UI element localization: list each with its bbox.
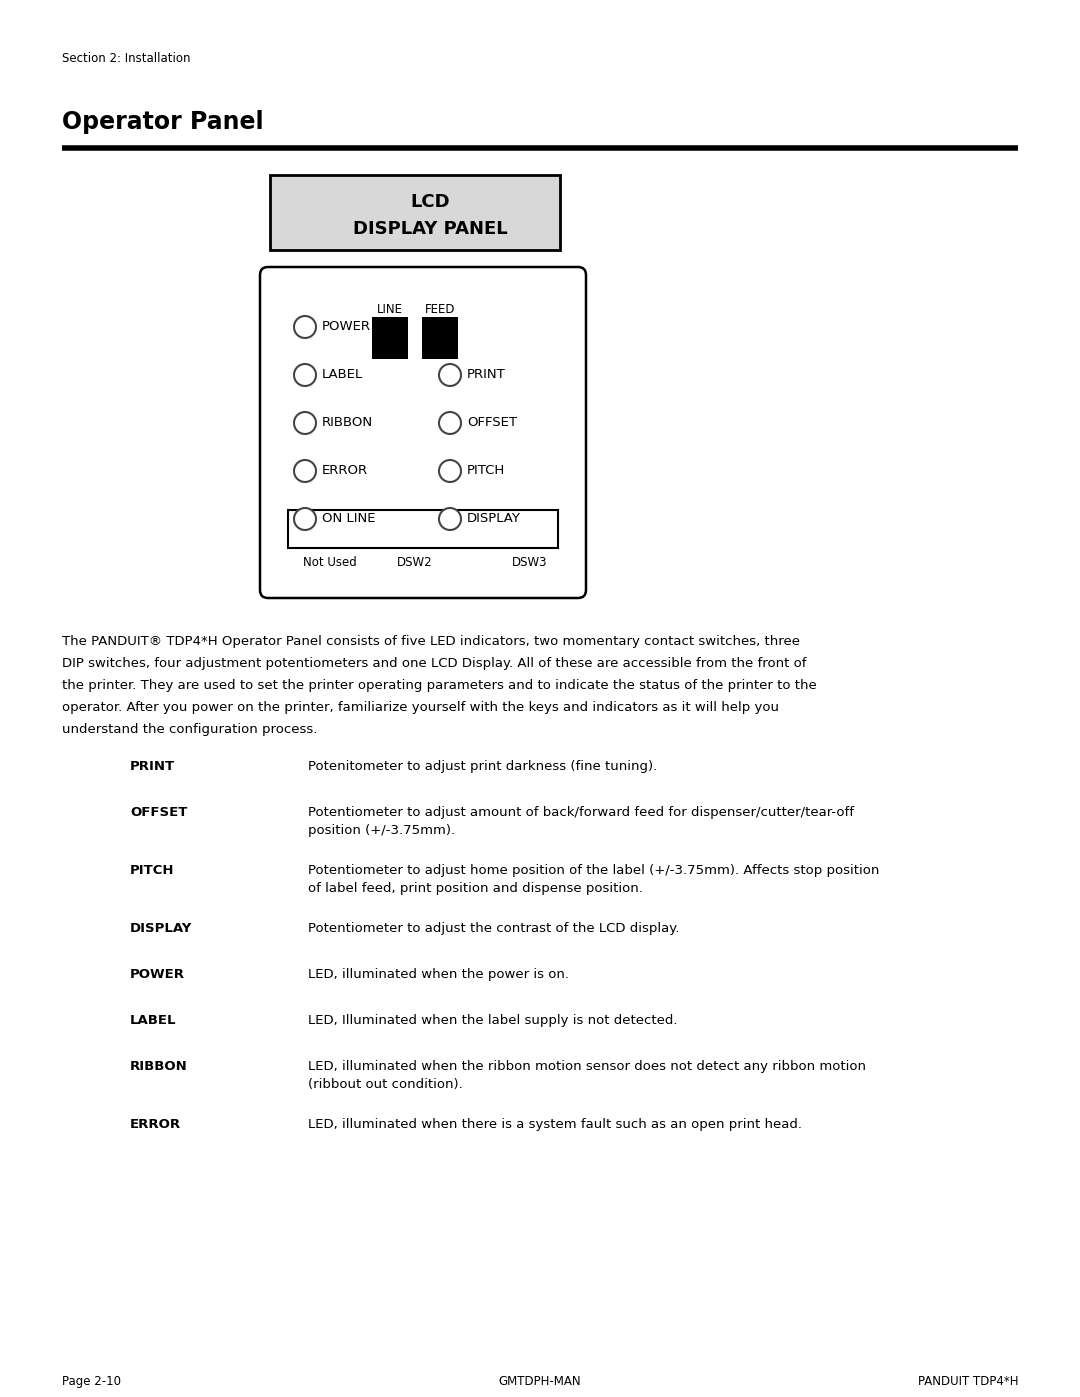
Text: GMTDPH-MAN: GMTDPH-MAN xyxy=(499,1375,581,1389)
Text: ERROR: ERROR xyxy=(130,1118,181,1132)
Text: the printer. They are used to set the printer operating parameters and to indica: the printer. They are used to set the pr… xyxy=(62,679,816,692)
Circle shape xyxy=(294,365,316,386)
Text: DISPLAY PANEL: DISPLAY PANEL xyxy=(353,219,508,237)
Circle shape xyxy=(438,365,461,386)
Text: PRINT: PRINT xyxy=(467,369,505,381)
Text: LCD: LCD xyxy=(410,193,449,211)
Text: DIP switches, four adjustment potentiometers and one LCD Display. All of these a: DIP switches, four adjustment potentiome… xyxy=(62,657,807,671)
Circle shape xyxy=(294,509,316,529)
Text: LED, illuminated when there is a system fault such as an open print head.: LED, illuminated when there is a system … xyxy=(308,1118,802,1132)
Text: LINE: LINE xyxy=(377,303,403,316)
Text: Operator Panel: Operator Panel xyxy=(62,110,264,134)
Text: LABEL: LABEL xyxy=(130,1014,176,1027)
Text: LABEL: LABEL xyxy=(322,369,363,381)
Circle shape xyxy=(438,460,461,482)
Text: RIBBON: RIBBON xyxy=(322,416,373,429)
Text: understand the configuration process.: understand the configuration process. xyxy=(62,724,318,736)
Text: Potenitometer to adjust print darkness (fine tuning).: Potenitometer to adjust print darkness (… xyxy=(308,760,658,773)
Text: LED, illuminated when the ribbon motion sensor does not detect any ribbon motion: LED, illuminated when the ribbon motion … xyxy=(308,1060,866,1073)
Circle shape xyxy=(438,509,461,529)
Text: Potentiometer to adjust home position of the label (+/-3.75mm). Affects stop pos: Potentiometer to adjust home position of… xyxy=(308,863,879,877)
Text: Section 2: Installation: Section 2: Installation xyxy=(62,52,190,66)
Text: PANDUIT TDP4*H: PANDUIT TDP4*H xyxy=(918,1375,1018,1389)
Text: FEED: FEED xyxy=(424,303,456,316)
Circle shape xyxy=(294,412,316,434)
Text: OFFSET: OFFSET xyxy=(467,416,517,429)
Text: RIBBON: RIBBON xyxy=(130,1060,188,1073)
Text: POWER: POWER xyxy=(130,968,185,981)
Text: DSW3: DSW3 xyxy=(512,556,548,569)
Text: The PANDUIT® TDP4*H Operator Panel consists of five LED indicators, two momentar: The PANDUIT® TDP4*H Operator Panel consi… xyxy=(62,636,800,648)
Text: ON LINE: ON LINE xyxy=(322,513,376,525)
Text: DSW2: DSW2 xyxy=(397,556,433,569)
Text: (ribbout out condition).: (ribbout out condition). xyxy=(308,1078,462,1091)
Text: LED, illuminated when the power is on.: LED, illuminated when the power is on. xyxy=(308,968,569,981)
Text: Potentiometer to adjust amount of back/forward feed for dispenser/cutter/tear-of: Potentiometer to adjust amount of back/f… xyxy=(308,806,854,819)
Bar xyxy=(372,317,408,359)
Text: Not Used: Not Used xyxy=(303,556,356,569)
Text: of label feed, print position and dispense position.: of label feed, print position and dispen… xyxy=(308,882,643,895)
Text: DISPLAY: DISPLAY xyxy=(130,922,192,935)
Text: ERROR: ERROR xyxy=(322,464,368,478)
Text: operator. After you power on the printer, familiarize yourself with the keys and: operator. After you power on the printer… xyxy=(62,701,779,714)
Text: DISPLAY: DISPLAY xyxy=(467,513,521,525)
Text: LED, Illuminated when the label supply is not detected.: LED, Illuminated when the label supply i… xyxy=(308,1014,677,1027)
Text: OFFSET: OFFSET xyxy=(130,806,187,819)
Bar xyxy=(422,317,458,359)
Circle shape xyxy=(294,316,316,338)
FancyBboxPatch shape xyxy=(260,267,586,598)
Text: PITCH: PITCH xyxy=(130,863,175,877)
Text: position (+/-3.75mm).: position (+/-3.75mm). xyxy=(308,824,455,837)
Bar xyxy=(270,175,561,250)
Text: Page 2-10: Page 2-10 xyxy=(62,1375,121,1389)
Bar xyxy=(288,510,558,548)
Text: PRINT: PRINT xyxy=(130,760,175,773)
Circle shape xyxy=(294,460,316,482)
Circle shape xyxy=(438,412,461,434)
Text: PITCH: PITCH xyxy=(467,464,505,478)
Text: Potentiometer to adjust the contrast of the LCD display.: Potentiometer to adjust the contrast of … xyxy=(308,922,679,935)
Text: POWER: POWER xyxy=(322,320,372,334)
